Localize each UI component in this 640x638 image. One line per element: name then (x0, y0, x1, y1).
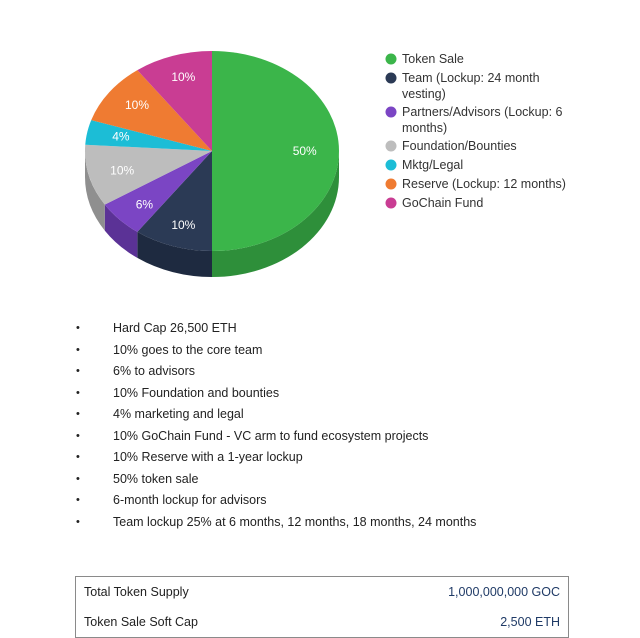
legend-swatch (385, 106, 397, 118)
pie-slice-reserve-lockup-12-months (91, 70, 212, 151)
table-row: Total Token Supply 1,000,000,000 GOC (76, 577, 569, 608)
legend-item: Token Sale (385, 52, 464, 66)
legend-swatch (385, 178, 397, 190)
list-item-text: 6-month lockup for advisors (113, 493, 267, 507)
bullet-dot-icon: • (76, 451, 80, 463)
pie-label-team-lockup-24-month-vesting: 10% (171, 218, 195, 232)
list-item: • 10% goes to the core team (70, 340, 476, 362)
pie-label-token-sale: 50% (293, 144, 317, 158)
pie-label-gochain-fund: 10% (171, 70, 195, 84)
list-item-text: 10% Foundation and bounties (113, 385, 280, 400)
legend-label: Mktg/Legal (402, 158, 463, 172)
pie-label-reserve-lockup-12-months: 10% (125, 98, 149, 112)
list-item-text: 50% token sale (113, 471, 199, 486)
legend-item: Foundation/Bounties (385, 139, 517, 153)
pie-slice-tops (85, 51, 339, 251)
list-item: • Hard Cap 26,500 ETH (70, 318, 476, 340)
list-item-text: 4% marketing and legal (113, 407, 244, 421)
bullet-list: • Hard Cap 26,500 ETH • 10% goes to the cor… (70, 318, 476, 533)
pie-slice-foundation-bounties (85, 144, 212, 205)
legend-label: vesting) (402, 87, 446, 101)
bullet-dot-icon: • (76, 494, 80, 506)
total-supply-value: 1,000,000,000 GOC (448, 585, 560, 599)
soft-cap-value: 2,500 ETH (500, 615, 560, 629)
pie-label-foundation-bounties: 10% (110, 163, 134, 177)
bullet-dot-icon: • (76, 515, 80, 528)
bullet-dot-icon: • (76, 386, 80, 399)
bullet-dot-icon: • (76, 365, 80, 377)
bullet-dot-icon: • (76, 472, 80, 485)
pie-slice-labels: 50% 10% 6% 10% 4% 10% 10% (110, 70, 317, 232)
legend-label: GoChain Fund (402, 196, 483, 210)
bullet-dot-icon: • (76, 408, 80, 420)
legend-swatch (385, 159, 397, 171)
pie-label-mktg-legal: 4% (112, 129, 130, 143)
pie-side-token-sale (212, 151, 339, 277)
legend-swatch (385, 72, 397, 84)
list-item: • 6% to advisors (70, 361, 476, 383)
legend-swatch (385, 53, 397, 65)
chart-legend: Token Sale Team (Lockup: 24 month vesting)… (385, 52, 566, 210)
table-row: Token Sale Soft Cap 2,500 ETH (76, 607, 569, 638)
legend-item: Team (Lockup: 24 month vesting) (385, 71, 540, 101)
pie-slice-sides (85, 151, 339, 277)
pie-slice-team-lockup-24-month-vesting (137, 151, 212, 251)
legend-item: GoChain Fund (385, 196, 483, 210)
total-supply-label: Total Token Supply (84, 585, 189, 599)
list-item-text: 10% GoChain Fund - VC arm to fund ecosys… (113, 428, 429, 443)
pie-side-team-lockup-24-month-vesting (137, 231, 212, 277)
list-item-text: 10% goes to the core team (113, 342, 263, 357)
bullet-dot-icon: • (76, 322, 80, 334)
pie-slice-token-sale (212, 51, 339, 251)
list-item-text: 6% to advisors (113, 364, 195, 378)
pie-label-partners-advisors-lockup-6-months: 6% (136, 197, 154, 211)
list-item: • 4% marketing and legal (70, 404, 476, 426)
list-item-text: Team lockup 25% at 6 months, 12 months, … (113, 514, 477, 529)
legend-item: Mktg/Legal (385, 158, 463, 172)
pie-side-foundation-bounties (85, 151, 105, 231)
list-item: • 6-month lockup for advisors (70, 490, 476, 512)
list-item: • 10% Foundation and bounties (70, 383, 476, 405)
pie-slice-partners-advisors-lockup-6-months (104, 151, 212, 232)
legend-label: Token Sale (402, 52, 464, 66)
list-item: • Team lockup 25% at 6 months, 12 months,… (70, 512, 476, 534)
list-item: • 50% token sale (70, 469, 476, 491)
pie-slice-mktg-legal (85, 120, 212, 151)
legend-swatch (385, 197, 397, 209)
legend-item: Reserve (Lockup: 12 months) (385, 177, 566, 191)
list-item-text: 10% Reserve with a 1-year lockup (113, 450, 303, 464)
legend-item: Partners/Advisors (Lockup: 6 months) (385, 105, 563, 135)
bullet-dot-icon: • (76, 343, 80, 356)
bullet-dot-icon: • (76, 429, 80, 442)
legend-label: Team (Lockup: 24 month (402, 71, 540, 85)
legend-swatch (385, 140, 397, 152)
list-item: • 10% GoChain Fund - VC arm to fund ecosy… (70, 426, 476, 448)
list-item-text: Hard Cap 26,500 ETH (113, 321, 237, 335)
soft-cap-label: Token Sale Soft Cap (84, 615, 198, 629)
pie-slice-gochain-fund (137, 51, 212, 151)
pie-side-partners-advisors-lockup-6-months (104, 204, 138, 258)
list-item: • 10% Reserve with a 1-year lockup (70, 447, 476, 469)
legend-label: Reserve (Lockup: 12 months) (402, 177, 566, 191)
legend-label: Partners/Advisors (Lockup: 6 (402, 105, 563, 119)
legend-label: Foundation/Bounties (402, 139, 517, 153)
supply-table: Total Token Supply 1,000,000,000 GOC Tok… (75, 576, 569, 638)
legend-label: months) (402, 121, 447, 135)
pie-chart: 50% 10% 6% 10% 4% 10% 10% Token Sale Team (Lock… (85, 51, 566, 277)
